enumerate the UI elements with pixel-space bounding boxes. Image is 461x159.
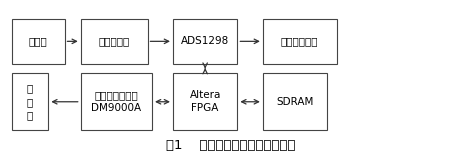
Text: SDRAM: SDRAM: [276, 97, 314, 107]
Text: 以太网接口芯片
DM9000A: 以太网接口芯片 DM9000A: [91, 90, 142, 113]
Bar: [263, 19, 337, 64]
Text: 上
位
机: 上 位 机: [27, 84, 33, 120]
Bar: [81, 73, 152, 130]
Bar: [263, 73, 327, 130]
Text: Altera
FPGA: Altera FPGA: [189, 90, 221, 113]
Bar: [173, 73, 237, 130]
Text: 右腿驱动电极: 右腿驱动电极: [281, 36, 319, 46]
Text: 预处理电路: 预处理电路: [99, 36, 130, 46]
Bar: [173, 19, 237, 64]
Bar: [12, 73, 48, 130]
Bar: [12, 19, 65, 64]
Bar: [81, 19, 148, 64]
Text: 图1    脑电信号采集系统总体框图: 图1 脑电信号采集系统总体框图: [166, 139, 295, 152]
Text: ADS1298: ADS1298: [181, 36, 229, 46]
Text: 脑电极: 脑电极: [29, 36, 47, 46]
